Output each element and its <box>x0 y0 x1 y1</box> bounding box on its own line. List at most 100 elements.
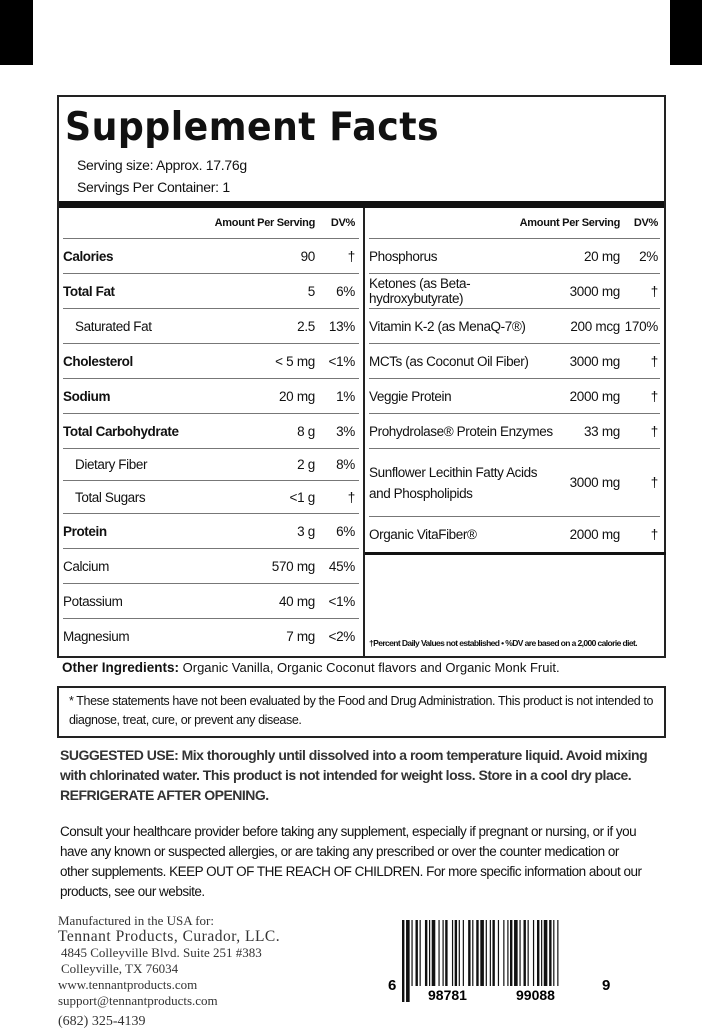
nutrient-row: Total Carbohydrate 8 g 3% <box>63 414 359 449</box>
nutrient-row: Protein 3 g 6% <box>63 514 359 549</box>
barcode-bar <box>458 920 460 986</box>
nutrient-row: Total Fat 5 6% <box>63 274 359 309</box>
nutrient-row: Vitamin K-2 (as MenaQ-7®) 200 mcg 170% <box>369 309 660 344</box>
nutrient-row: Calcium 570 mg 45% <box>63 549 359 584</box>
barcode-bar <box>532 920 535 986</box>
supplement-facts-panel: Supplement Facts Serving size: Approx. 1… <box>57 95 666 658</box>
barcode-bar <box>424 920 428 986</box>
nutrient-name: Saturated Fat <box>75 318 152 334</box>
nutrient-row: Ketones (as Beta-hydroxybutyrate) 3000 mg… <box>369 274 660 309</box>
nutrient-name: Calories <box>63 248 114 264</box>
nutrient-row: Magnesium 7 mg <2% <box>63 619 359 654</box>
dv-header: DV% <box>330 217 355 229</box>
nutrient-amount: 2 g <box>297 457 315 472</box>
black-corner-block-left <box>0 0 33 65</box>
nutrient-dv: † <box>347 248 356 264</box>
barcode-bar <box>429 920 431 986</box>
barcode-digit-last: 9 <box>602 977 610 994</box>
email: support@tennantproducts.com <box>58 993 218 1008</box>
nutrient-dv: 45% <box>328 558 355 574</box>
nutrient-name: Sunflower Lecithin Fatty Acids and Phosph… <box>369 462 537 504</box>
barcode-bar <box>527 920 529 986</box>
nutrient-dv: <1% <box>328 353 356 369</box>
amount-header: Amount Per Serving <box>519 217 621 229</box>
website: www.tennantproducts.com <box>58 977 198 992</box>
nutrient-dv: 170% <box>624 318 659 334</box>
dv-header: DV% <box>633 217 658 229</box>
barcode-bar <box>438 920 440 986</box>
nutrient-name: MCTs (as Coconut Oil Fiber) <box>369 353 529 369</box>
panel-title: Supplement Facts <box>65 105 440 150</box>
nutrient-row: Cholesterol < 5 mg <1% <box>63 344 359 379</box>
nutrient-dv: † <box>650 388 659 404</box>
barcode-bar <box>431 920 436 986</box>
barcode-bar <box>514 920 518 986</box>
barcode-bar <box>549 920 552 986</box>
nutrient-name: Sodium <box>63 388 111 404</box>
nutrient-name: Phosphorus <box>369 248 438 264</box>
barcode-bar <box>402 920 405 1002</box>
nutrient-amount: 3000 mg <box>569 353 621 369</box>
nutrient-amount: 20 mg <box>583 248 620 264</box>
nutrient-amount: 20 mg <box>278 388 315 404</box>
phone: (682) 325-4139 <box>58 1014 146 1029</box>
barcode-bar <box>445 920 448 986</box>
other-ingredients-text: Organic Vanilla, Organic Coconut flavors… <box>179 660 560 675</box>
nutrient-amount: 5 <box>307 283 316 299</box>
nutrient-dv: † <box>347 489 356 505</box>
nutrient-row: Potassium 40 mg <1% <box>63 584 359 619</box>
nutrient-dv: <2% <box>328 629 356 644</box>
nutrient-name: Veggie Protein <box>369 388 452 404</box>
nutrient-name-line: Sunflower Lecithin Fatty Acids <box>369 464 538 480</box>
barcode-bar <box>489 920 491 986</box>
barcode-bar <box>553 920 555 1002</box>
barcode-bar <box>415 920 418 986</box>
barcode-bar <box>476 920 479 1002</box>
barcode-bar <box>510 920 513 986</box>
nutrient-row: Total Sugars <1 g † <box>63 481 359 514</box>
nutrient-amount: 8 g <box>297 423 315 439</box>
nutrient-dv: † <box>650 527 659 542</box>
nutrient-row: Calories 90 † <box>63 239 359 274</box>
nutrient-dv: 2% <box>639 248 658 264</box>
barcode-bar <box>497 920 500 986</box>
nutrient-name: Potassium <box>63 593 123 609</box>
barcode-bar <box>406 920 410 1002</box>
barcode-bar <box>492 920 495 986</box>
nutrient-amount: 3 g <box>297 523 315 539</box>
barcode-digit-first: 6 <box>388 977 396 994</box>
left-nutrient-column: Amount Per Serving DV% Calories 90 † Total … <box>59 208 363 654</box>
nutrient-row: Veggie Protein 2000 mg † <box>369 379 660 414</box>
city: Colleyville, TX 76034 <box>61 961 179 976</box>
nutrient-name: Total Sugars <box>75 489 146 505</box>
barcode-bar <box>411 920 413 986</box>
nutrient-row: Saturated Fat 2.5 13% <box>63 309 359 344</box>
nutrient-dv: 13% <box>328 318 355 334</box>
fda-disclaimer: * These statements have not been evaluat… <box>69 694 654 727</box>
column-header: Amount Per Serving DV% <box>63 208 359 239</box>
nutrient-amount: 3000 mg <box>569 283 621 299</box>
amount-header: Amount Per Serving <box>214 217 316 229</box>
nutrient-name: Vitamin K-2 (as MenaQ-7®) <box>369 318 526 334</box>
barcode-digits-left: 98781 <box>428 987 467 1002</box>
nutrient-row: Organic VitaFiber® 2000 mg † <box>369 517 660 552</box>
nutrient-name: Total Carbohydrate <box>63 423 179 439</box>
barcode-bar <box>472 920 474 986</box>
nutrient-dv: 3% <box>336 423 355 439</box>
company-name: Tennant Products, Curador, LLC. <box>58 928 281 945</box>
nutrient-amount: 2.5 <box>297 318 315 334</box>
thick-divider <box>365 552 666 555</box>
nutrient-dv: 6% <box>336 283 355 299</box>
manufactured-line: Manufactured in the USA for: <box>58 913 214 928</box>
manufacturer-address: Manufactured in the USA for: Tennant Pro… <box>58 913 280 1030</box>
nutrient-dv: † <box>650 283 659 299</box>
right-nutrient-column: Amount Per Serving DV% Phosphorus 20 mg 2%… <box>365 208 666 555</box>
barcode-bar <box>503 920 505 986</box>
nutrient-name: Total Fat <box>63 283 115 299</box>
nutrient-amount: <1 g <box>289 489 316 505</box>
servings-per-container: Servings Per Container: 1 <box>77 179 230 195</box>
street: 4845 Colleyville Blvd. Suite 251 #383 <box>61 945 262 960</box>
barcode-bar <box>480 920 484 1002</box>
barcode-digits-right: 99088 <box>516 987 555 1002</box>
barcode-bar <box>462 920 464 986</box>
